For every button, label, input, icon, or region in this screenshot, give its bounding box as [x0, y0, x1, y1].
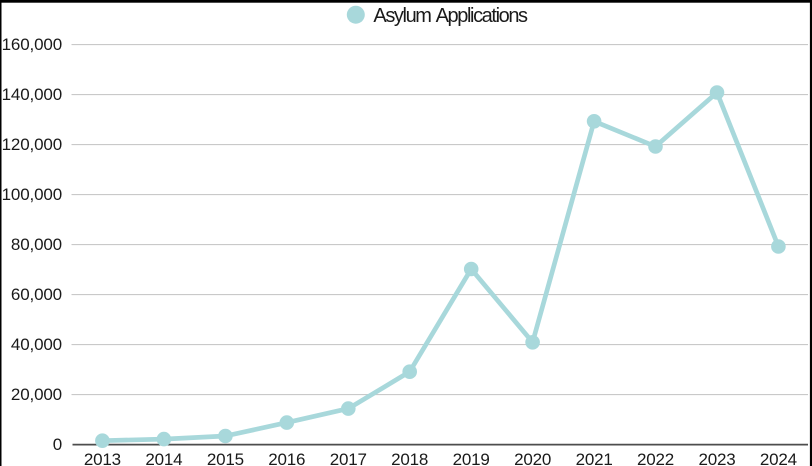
svg-text:0: 0: [53, 435, 62, 454]
svg-text:2020: 2020: [514, 450, 551, 466]
svg-text:2022: 2022: [637, 450, 674, 466]
svg-text:40,000: 40,000: [11, 335, 62, 354]
svg-text:2018: 2018: [391, 450, 428, 466]
svg-text:2013: 2013: [84, 450, 121, 466]
svg-text:20,000: 20,000: [11, 385, 62, 404]
svg-text:2014: 2014: [145, 450, 182, 466]
svg-text:60,000: 60,000: [11, 285, 62, 304]
svg-text:100,000: 100,000: [2, 185, 62, 204]
svg-text:2019: 2019: [453, 450, 490, 466]
svg-text:80,000: 80,000: [11, 235, 62, 254]
svg-text:140,000: 140,000: [2, 85, 62, 104]
svg-text:2021: 2021: [576, 450, 613, 466]
svg-text:120,000: 120,000: [2, 135, 62, 154]
svg-text:2015: 2015: [207, 450, 244, 466]
svg-text:2023: 2023: [698, 450, 735, 466]
svg-text:160,000: 160,000: [2, 35, 62, 54]
svg-text:2017: 2017: [330, 450, 367, 466]
svg-text:2024: 2024: [760, 450, 797, 466]
svg-text:Asylum Applications: Asylum Applications: [373, 5, 528, 27]
svg-text:2016: 2016: [268, 450, 305, 466]
